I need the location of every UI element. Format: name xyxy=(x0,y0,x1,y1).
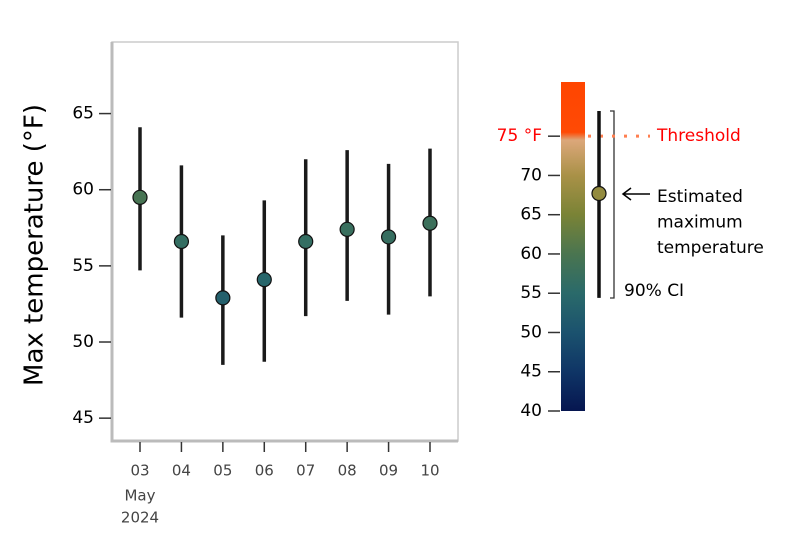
point xyxy=(298,233,314,250)
colorbar-tick-label: 70 xyxy=(520,165,542,185)
point xyxy=(380,229,397,245)
threshold-text: Threshold xyxy=(656,126,741,146)
ci-bracket xyxy=(610,110,615,299)
ci-text: 90% CI xyxy=(624,281,684,301)
x-sublabel: May xyxy=(124,487,155,505)
point xyxy=(132,189,148,205)
x-tick-label: 07 xyxy=(296,462,315,480)
x-sublabel: 2024 xyxy=(121,509,159,527)
legend-text: temperature xyxy=(657,238,764,258)
x-tick-label: 09 xyxy=(379,462,398,480)
axis-lines xyxy=(110,42,458,443)
y-tick-label: 65 xyxy=(72,104,94,124)
point xyxy=(339,221,355,237)
colorbar-tick-label: 40 xyxy=(520,401,542,421)
point xyxy=(215,290,231,306)
y-tick-label: 55 xyxy=(72,256,94,276)
colorbar-tick-label: 65 xyxy=(520,205,542,225)
x-tick-label: 06 xyxy=(255,462,274,480)
colorbar xyxy=(561,82,585,411)
x-tick-label: 05 xyxy=(213,462,232,480)
y-tick-label: 45 xyxy=(72,408,94,428)
threshold-label: 75 °F xyxy=(497,126,542,146)
legend-point xyxy=(591,185,607,202)
x-tick-label: 03 xyxy=(130,462,149,480)
x-tick-label: 08 xyxy=(338,462,357,480)
point xyxy=(173,233,190,250)
point xyxy=(256,271,272,288)
x-tick-label: 04 xyxy=(172,462,191,480)
y-tick-label: 60 xyxy=(72,180,94,200)
plot-frame xyxy=(111,41,459,442)
y-tick-label: 50 xyxy=(72,332,94,352)
colorbar-tick-label: 55 xyxy=(520,283,542,303)
colorbar-tick-label: 60 xyxy=(520,244,542,264)
colorbar-tick-label: 50 xyxy=(520,322,542,342)
legend-text: maximum xyxy=(657,213,743,233)
legend-arrow xyxy=(621,187,650,201)
colorbar-tick-label: 45 xyxy=(520,362,542,382)
y-axis-label: Max temperature (°F) xyxy=(20,104,50,386)
legend-text: Estimated xyxy=(657,187,743,207)
point xyxy=(422,215,438,231)
x-tick-label: 10 xyxy=(420,462,439,480)
